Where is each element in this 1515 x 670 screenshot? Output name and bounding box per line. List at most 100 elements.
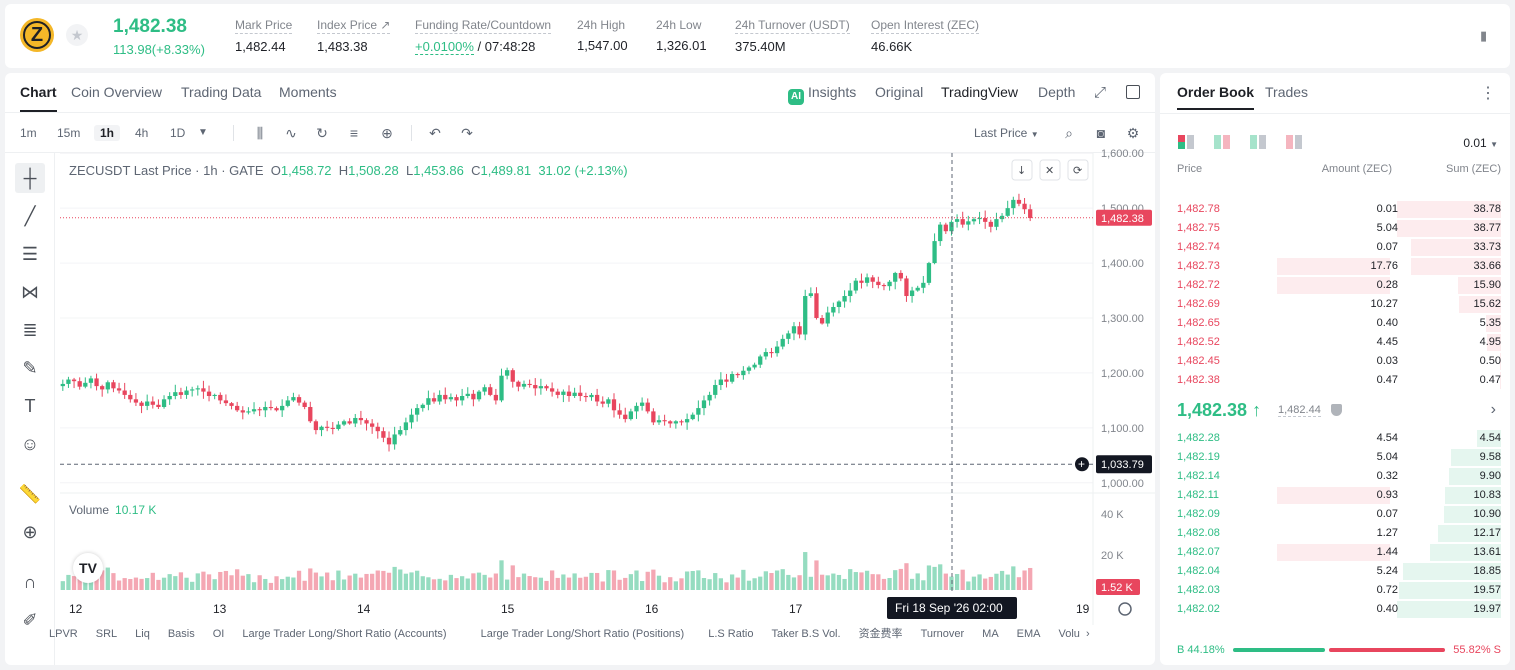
indicator-item[interactable]: Turnover — [920, 628, 965, 640]
window-icon[interactable] — [1126, 85, 1140, 99]
ask-row[interactable]: 1,482.52 4.45 4.95 — [1160, 333, 1510, 352]
indicator-item[interactable]: Large Trader Long/Short Ratio (Positions… — [480, 628, 685, 640]
volume-bar — [488, 577, 493, 590]
emoji-icon[interactable]: ☺ — [20, 434, 40, 454]
bid-row[interactable]: 1,482.08 1.27 12.17 — [1160, 524, 1510, 543]
bid-row[interactable]: 1,482.03 0.72 19.57 — [1160, 581, 1510, 600]
indicator-item[interactable]: L.S Ratio — [708, 628, 754, 640]
ask-row[interactable]: 1,482.74 0.07 33.73 — [1160, 238, 1510, 257]
redo-icon[interactable]: ↷ — [461, 125, 473, 141]
favorite-star-icon[interactable]: ★ — [66, 24, 88, 46]
ask-row[interactable]: 1,482.78 0.01 38.78 — [1160, 200, 1510, 219]
candle — [533, 385, 538, 389]
pencil-icon[interactable]: ✐ — [22, 610, 38, 630]
interval-4h[interactable]: 4h — [135, 126, 149, 140]
bid-row[interactable]: 1,482.19 5.04 9.58 — [1160, 448, 1510, 467]
gear-icon[interactable]: ⚙ — [1126, 125, 1140, 141]
ask-row[interactable]: 1,482.75 5.04 38.77 — [1160, 219, 1510, 238]
crosshair-icon[interactable]: ┼ — [15, 163, 45, 193]
indicator-item[interactable]: OI — [212, 628, 225, 640]
indicator-item[interactable]: Basis — [167, 628, 195, 640]
volume-bar — [960, 569, 965, 590]
bid-row[interactable]: 1,482.14 0.32 9.90 — [1160, 467, 1510, 486]
insights-button[interactable]: AI Insights — [788, 84, 856, 105]
y-tick-label: 1,600.00 — [1101, 148, 1144, 160]
bid-row[interactable]: 1,482.28 4.54 4.54 — [1160, 429, 1510, 448]
zoom-in-icon[interactable]: ⊕ — [22, 522, 38, 542]
ask-row[interactable]: 1,482.65 0.40 5.35 — [1160, 314, 1510, 333]
price-type-select[interactable]: Last Price ▼ — [974, 126, 1039, 140]
expand-icon[interactable]: ⤢ — [1094, 84, 1107, 101]
fib-icon[interactable]: ≣ — [22, 320, 38, 340]
indicator-item[interactable]: MA — [982, 628, 999, 640]
book-icon[interactable]: ▮ — [1480, 28, 1488, 43]
view-tradingview[interactable]: TradingView — [941, 84, 1019, 100]
ask-row[interactable]: 1,482.45 0.03 0.50 — [1160, 352, 1510, 371]
horizontal-lines-icon[interactable]: ☰ — [21, 244, 39, 264]
pattern-icon[interactable]: ⋈ — [21, 282, 39, 302]
tab-coin-overview[interactable]: Coin Overview — [71, 84, 163, 100]
layout-icon[interactable]: ≡ — [349, 125, 359, 141]
add-indicator-icon[interactable]: ⊕ — [381, 125, 393, 141]
brush-icon[interactable]: ✎ — [22, 358, 38, 378]
indicator-item[interactable]: LPVR — [49, 628, 78, 640]
ask-row[interactable]: 1,482.72 0.28 15.90 — [1160, 276, 1510, 295]
chevron-right-icon[interactable]: › — [1085, 628, 1090, 640]
stat-index-price[interactable]: Index Price ↗ 1,483.38 — [317, 18, 391, 54]
tab-trades[interactable]: Trades — [1265, 84, 1309, 100]
volume-bar — [926, 565, 932, 590]
undo-icon[interactable]: ↶ — [429, 125, 441, 141]
indicator-item[interactable]: EMA — [1016, 628, 1041, 640]
indicator-item[interactable]: Liq — [135, 628, 150, 640]
ask-row[interactable]: 1,482.73 17.76 33.66 — [1160, 257, 1510, 276]
magnet-icon[interactable]: ∩ — [23, 572, 37, 592]
indicator-item[interactable]: Volu — [1058, 628, 1080, 640]
interval-1m[interactable]: 1m — [20, 126, 37, 140]
ask-price: 1,482.72 — [1177, 279, 1220, 291]
tab-chart[interactable]: Chart — [20, 84, 57, 112]
indicators-icon[interactable]: ∿ — [285, 125, 297, 141]
more-icon[interactable]: ⋮ — [1480, 85, 1496, 102]
interval-15m[interactable]: 15m — [57, 126, 81, 140]
camera-icon[interactable]: ◙ — [1096, 125, 1106, 141]
tab-order-book[interactable]: Order Book — [1177, 84, 1255, 110]
tab-trading-data[interactable]: Trading Data — [181, 84, 262, 100]
price-chart[interactable]: 1,600.001,500.001,400.001,300.001,200.00… — [5, 73, 1155, 665]
candle — [521, 383, 527, 387]
view-bids-icon[interactable] — [1250, 135, 1266, 149]
bid-row[interactable]: 1,482.04 5.24 18.85 — [1160, 562, 1510, 581]
replay-icon[interactable]: ↻ — [316, 125, 328, 141]
volume-bar — [246, 574, 251, 590]
view-original[interactable]: Original — [875, 84, 924, 100]
ask-row[interactable]: 1,482.38 0.47 0.47 — [1160, 371, 1510, 390]
precision-select[interactable]: 0.01 ▼ — [1463, 136, 1498, 150]
indicator-item[interactable]: SRL — [95, 628, 118, 640]
bid-row[interactable]: 1,482.07 1.44 13.61 — [1160, 543, 1510, 562]
interval-1d[interactable]: 1D — [170, 126, 186, 140]
bid-row[interactable]: 1,482.11 0.93 10.83 — [1160, 486, 1510, 505]
ruler-icon[interactable]: 📏 — [18, 484, 42, 504]
view-both-icon[interactable] — [1178, 135, 1194, 149]
indicator-item[interactable]: Taker B.S Vol. — [771, 628, 841, 640]
chevron-down-icon[interactable]: ▼ — [198, 127, 208, 138]
indicator-item[interactable]: Large Trader Long/Short Ratio (Accounts) — [242, 628, 447, 640]
tradingview-logo-icon[interactable]: TV — [73, 553, 103, 583]
interval-1h[interactable]: 1h — [94, 125, 121, 141]
view-mixed-icon[interactable] — [1214, 135, 1230, 149]
chevron-right-icon[interactable]: › — [1490, 401, 1496, 418]
bid-row[interactable]: 1,482.02 0.40 19.97 — [1160, 600, 1510, 619]
y-tick-label: 1,400.00 — [1101, 258, 1144, 270]
trendline-icon[interactable]: ╱ — [24, 206, 36, 226]
candle — [415, 408, 420, 415]
indicator-item[interactable]: 资金费率 — [858, 628, 903, 640]
candles-icon[interactable]: ⫼ — [256, 125, 264, 141]
candle — [673, 421, 678, 424]
bid-row[interactable]: 1,482.09 0.07 10.90 — [1160, 505, 1510, 524]
text-icon[interactable]: T — [24, 396, 36, 416]
ask-row[interactable]: 1,482.69 10.27 15.62 — [1160, 295, 1510, 314]
x-tick-label: 17 — [789, 602, 803, 616]
tab-moments[interactable]: Moments — [279, 84, 337, 100]
search-icon[interactable]: ⌕ — [1065, 125, 1073, 141]
view-asks-icon[interactable] — [1286, 135, 1302, 149]
view-depth[interactable]: Depth — [1038, 84, 1076, 100]
